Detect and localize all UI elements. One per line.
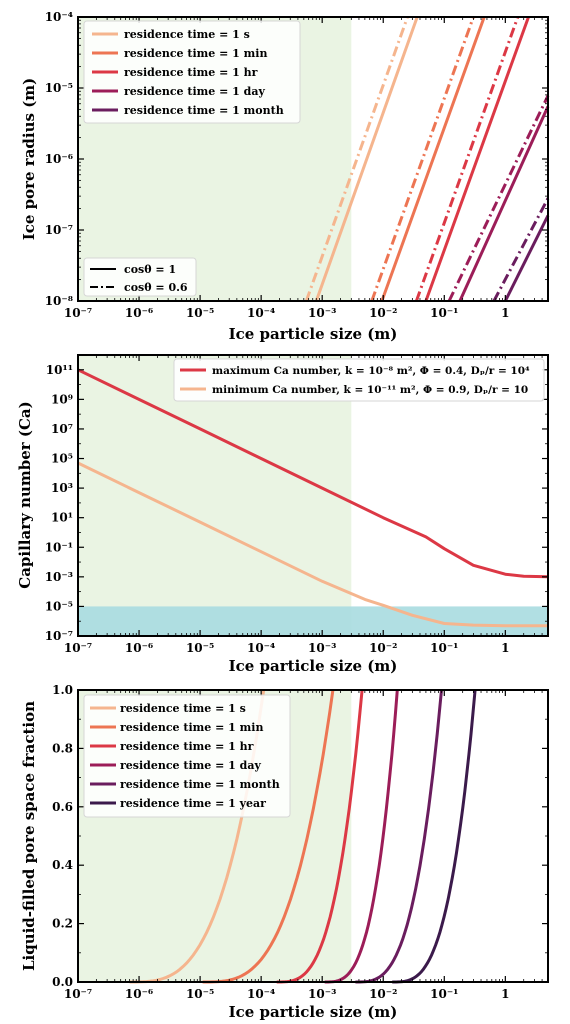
axes-frame: [77, 689, 549, 983]
x-tick-label: 10⁻¹: [430, 987, 458, 1001]
x-tick-label: 10⁻⁷: [64, 306, 92, 320]
legend-contact-angle: cosθ = 1 cosθ = 0.6: [83, 257, 197, 297]
x-tick-label: 10⁻⁶: [125, 641, 153, 655]
legend-label: residence time = 1 day: [124, 85, 265, 98]
x-tick-label: 10⁻²: [369, 987, 397, 1001]
x-tick-label: 10⁻⁴: [247, 306, 275, 320]
y-axis-label: Ice pore radius (m): [20, 78, 38, 241]
shaded-region: [78, 355, 352, 636]
panel-liquid-fraction: 10⁻⁷ 10⁻⁶ 10⁻⁵ 10⁻⁴ 10⁻³ 10⁻² 10⁻¹ 1 0.0 0.2 0.4 0.…: [20, 683, 549, 1021]
y-axis-label: Capillary number (Ca): [16, 401, 34, 589]
series-line: [447, 95, 550, 302]
y-tick-label: 10⁻⁵: [45, 81, 73, 95]
y-tick-label: 10⁻¹: [45, 540, 73, 554]
x-tick-label: 10⁻⁴: [247, 641, 275, 655]
axes-frame: [77, 16, 549, 302]
legend-label: residence time = 1 s: [120, 702, 246, 715]
y-tick-label: 10⁻⁴: [45, 10, 73, 24]
series-line: [355, 689, 443, 984]
x-tick-label: 10⁻⁵: [186, 641, 214, 655]
x-tick-label: 10⁻³: [308, 641, 336, 655]
legend-residence: residence time = 1 s residence time = 1 …: [83, 20, 301, 124]
x-tick-label: 10⁻⁷: [64, 987, 92, 1001]
axes-frame: [77, 354, 549, 637]
y-tick-label: 0.6: [52, 800, 73, 814]
legend-label: minimum Ca number, k = 10⁻¹¹ m², Φ = 0.9…: [212, 384, 528, 396]
y-tick-label: 0.2: [52, 917, 73, 931]
x-tick-label: 1: [501, 306, 509, 320]
x-tick-label: 10⁻⁴: [247, 987, 275, 1001]
x-tick-label: 10⁻⁵: [186, 987, 214, 1001]
series-line: [370, 16, 475, 302]
y-tick-label: 10⁻⁷: [45, 629, 73, 643]
y-axis-label: Liquid-filled pore space fraction: [20, 701, 38, 971]
x-tick-label: 10⁻⁷: [64, 641, 92, 655]
y-tick-label: 10⁻⁶: [45, 152, 73, 166]
x-tick-label: 10⁻⁵: [186, 306, 214, 320]
y-tick-label: 10⁹: [51, 392, 73, 406]
legend-label: cosθ = 1: [124, 263, 176, 276]
y-tick-label: 0.4: [52, 858, 73, 872]
series-line: [424, 16, 530, 302]
y-tick-label: 10¹¹: [46, 363, 73, 377]
series-line: [392, 689, 477, 984]
y-tick-label: 10³: [51, 481, 73, 495]
y-tick-label: 10⁻⁷: [45, 223, 73, 237]
y-tick-label: 10⁷: [51, 422, 73, 436]
legend-label: residence time = 1 year: [120, 797, 266, 810]
x-tick-label: 10⁻²: [369, 641, 397, 655]
y-tick-label: 0.0: [52, 975, 73, 989]
x-tick-label: 10⁻³: [308, 306, 336, 320]
legend-label: cosθ = 0.6: [124, 281, 188, 294]
x-axis-label: Ice particle size (m): [229, 657, 398, 675]
panel-capillary-number: 10⁻⁷ 10⁻⁶ 10⁻⁵ 10⁻⁴ 10⁻³ 10⁻² 10⁻¹ 1 10⁻⁷ 10⁻⁵ 10⁻…: [16, 354, 549, 675]
x-tick-label: 10⁻³: [308, 987, 336, 1001]
legend-label: residence time = 1 hr: [120, 740, 254, 753]
x-tick-label: 10⁻²: [369, 306, 397, 320]
x-tick-label: 10⁻¹: [430, 306, 458, 320]
legend-label: residence time = 1 hr: [124, 66, 258, 79]
legend-label: residence time = 1 min: [124, 47, 267, 60]
x-tick-label: 1: [501, 987, 509, 1001]
x-tick-label: 10⁻⁶: [125, 987, 153, 1001]
legend-label: residence time = 1 s: [124, 28, 250, 41]
series-line: [503, 214, 550, 302]
legend-label: residence time = 1 month: [120, 778, 280, 791]
y-tick-label: 10⁻⁵: [45, 599, 73, 613]
x-tick-label: 10⁻¹: [430, 641, 458, 655]
x-tick-label: 10⁻⁶: [125, 306, 153, 320]
y-tick-label: 10⁻³: [45, 570, 73, 584]
series-line: [492, 197, 550, 302]
y-tick-label: 0.8: [52, 741, 73, 755]
legend-label: residence time = 1 day: [120, 759, 261, 772]
panel-pore-radius: 10⁻⁷ 10⁻⁶ 10⁻⁵ 10⁻⁴ 10⁻³ 10⁻² 10⁻¹ 110⁻⁸10⁻⁷10⁻…: [20, 10, 550, 343]
legend-ca: maximum Ca number, k = 10⁻⁸ m², Φ = 0.4,…: [173, 358, 545, 402]
y-tick-label: 1.0: [52, 683, 73, 697]
series-line: [380, 16, 486, 302]
y-tick-label: 10⁻⁸: [45, 294, 73, 308]
series-line: [77, 461, 548, 628]
x-tick-label: 1: [501, 641, 509, 655]
shaded-band: [78, 606, 548, 636]
y-tick-label: 10⁵: [51, 452, 73, 466]
x-axis-label: Ice particle size (m): [229, 1003, 398, 1021]
legend-label: residence time = 1 min: [120, 721, 263, 734]
legend-residence: residence time = 1 s residence time = 1 …: [83, 694, 291, 818]
series-line: [458, 105, 550, 302]
legend-label: residence time = 1 month: [124, 104, 284, 117]
legend-label: maximum Ca number, k = 10⁻⁸ m², Φ = 0.4,…: [212, 365, 530, 377]
y-tick-label: 10¹: [51, 511, 73, 525]
series-line: [314, 16, 419, 302]
x-axis-label: Ice particle size (m): [229, 325, 398, 343]
series-line: [77, 368, 549, 579]
